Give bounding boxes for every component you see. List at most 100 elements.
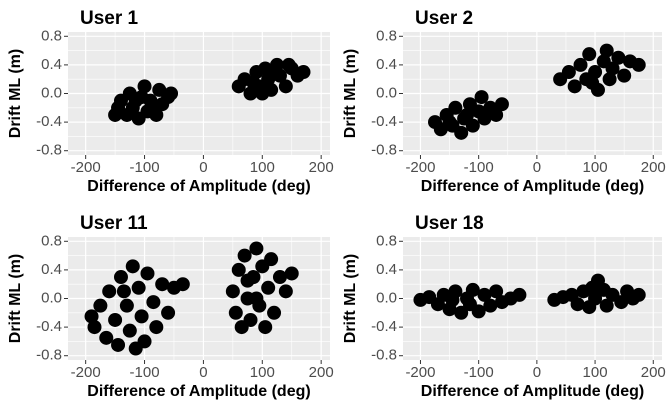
- point: [146, 100, 161, 115]
- x-tick-label: 200: [309, 364, 334, 381]
- y-tick-label: 0.4: [41, 56, 62, 73]
- point: [111, 100, 126, 115]
- y-tick-label: 0.4: [376, 261, 397, 278]
- point: [278, 79, 293, 94]
- point: [99, 330, 114, 345]
- y-tick-label: -0.4: [36, 318, 62, 335]
- point: [582, 47, 597, 62]
- y-tick-label: -0.8: [36, 142, 62, 159]
- x-axis-title: Difference of Amplitude (deg): [87, 383, 310, 400]
- point: [296, 65, 311, 80]
- y-tick-label: -0.4: [371, 318, 397, 335]
- point: [146, 295, 161, 310]
- point: [255, 86, 270, 101]
- point: [611, 50, 626, 65]
- point: [137, 79, 152, 94]
- y-axis-title: Drift ML (m): [7, 254, 24, 343]
- point: [489, 284, 504, 299]
- point: [102, 284, 117, 299]
- point: [246, 75, 261, 90]
- y-tick-label: -0.8: [371, 347, 397, 364]
- point: [272, 270, 287, 285]
- point: [125, 259, 140, 274]
- point: [228, 305, 243, 320]
- x-tick-label: 200: [309, 159, 334, 176]
- point: [573, 57, 588, 72]
- x-tick-label: -200: [71, 364, 101, 381]
- point: [605, 61, 620, 76]
- point: [267, 305, 282, 320]
- point: [113, 270, 128, 285]
- point: [460, 107, 475, 122]
- point: [134, 309, 149, 324]
- y-tick-label: 0.8: [41, 27, 62, 44]
- point: [119, 298, 134, 313]
- point: [240, 273, 255, 288]
- y-tick-label: -0.8: [371, 142, 397, 159]
- point: [512, 287, 527, 302]
- point: [483, 298, 498, 313]
- point: [454, 125, 469, 140]
- y-tick-label: 0.8: [376, 27, 397, 44]
- point: [278, 284, 293, 299]
- x-tick-label: 0: [533, 364, 541, 381]
- x-axis-title: Difference of Amplitude (deg): [87, 178, 310, 195]
- point: [281, 57, 296, 72]
- point: [249, 291, 264, 306]
- point: [161, 305, 176, 320]
- point: [585, 75, 600, 90]
- point: [477, 287, 492, 302]
- y-tick-label: 0.0: [41, 289, 62, 306]
- point: [561, 65, 576, 80]
- y-tick-label: -0.4: [371, 113, 397, 130]
- point: [128, 341, 143, 356]
- point: [231, 262, 246, 277]
- point: [84, 309, 99, 324]
- x-tick-label: 100: [583, 159, 608, 176]
- point: [585, 280, 600, 295]
- point: [261, 280, 276, 295]
- point: [617, 68, 632, 83]
- point: [494, 97, 509, 112]
- point: [462, 297, 477, 312]
- y-axis-title: Drift ML (m): [342, 254, 359, 343]
- y-axis-title: Drift ML (m): [7, 49, 24, 138]
- point: [128, 93, 143, 108]
- point: [588, 291, 603, 306]
- x-axis-title: Difference of Amplitude (deg): [421, 178, 644, 195]
- x-tick-label: 0: [199, 159, 207, 176]
- point: [567, 79, 582, 94]
- x-tick-label: -200: [405, 364, 435, 381]
- y-tick-label: -0.4: [36, 113, 62, 130]
- y-tick-label: 0.8: [376, 232, 397, 249]
- point: [243, 312, 258, 327]
- point: [131, 280, 146, 295]
- x-tick-label: 100: [250, 364, 275, 381]
- x-tick-label: -200: [71, 159, 101, 176]
- point: [164, 86, 179, 101]
- point: [87, 320, 102, 335]
- point: [93, 298, 108, 313]
- point: [155, 277, 170, 292]
- point: [149, 320, 164, 335]
- point: [614, 295, 629, 310]
- x-tick-label: -100: [464, 159, 494, 176]
- point: [599, 298, 614, 313]
- point: [448, 100, 463, 115]
- point: [465, 118, 480, 133]
- x-tick-label: -100: [130, 159, 160, 176]
- x-tick-label: -100: [464, 364, 494, 381]
- point: [267, 65, 282, 80]
- panel-title: User 2: [415, 8, 473, 29]
- y-tick-label: -0.8: [36, 347, 62, 364]
- point: [264, 252, 279, 267]
- x-tick-label: 0: [199, 364, 207, 381]
- point: [108, 312, 123, 327]
- point: [445, 292, 460, 307]
- panel-title: User 18: [415, 213, 484, 234]
- point: [258, 320, 273, 335]
- point: [122, 323, 137, 338]
- panel-title: User 11: [80, 213, 148, 234]
- point: [111, 337, 126, 352]
